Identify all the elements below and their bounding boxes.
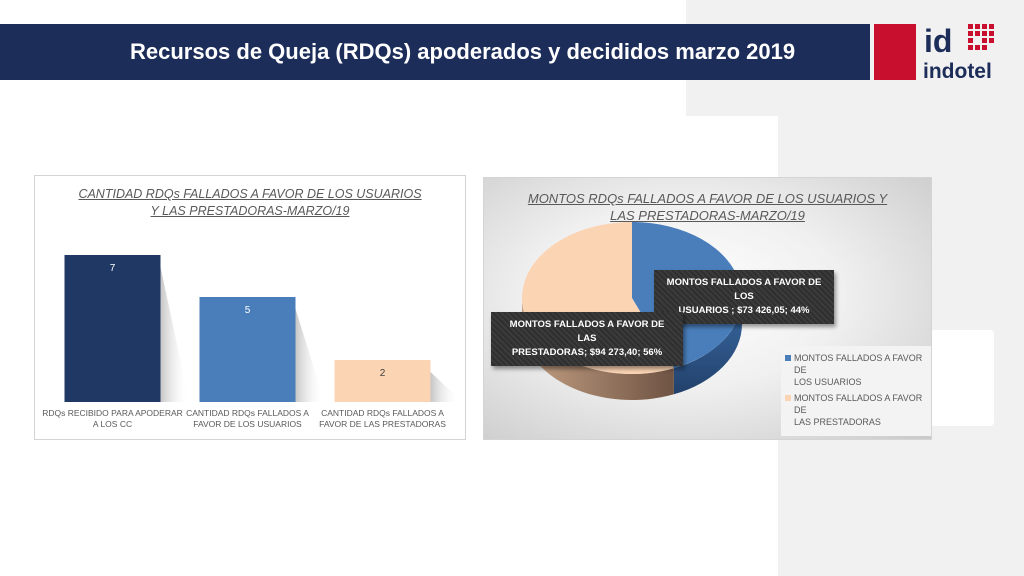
page-title: Recursos de Queja (RDQs) apoderados y de… [130,39,796,64]
bar-data-label: 7 [110,263,116,274]
logo-mark: id [924,23,952,59]
category-label: CANTIDAD RDQs FALLADOS A FAVOR DE LAS PRE… [319,408,446,429]
bar [199,297,296,402]
pie-data-label-line: MONTOS FALLADOS A FAVOR DE LOS [666,277,822,302]
pie-data-label-usuarios: MONTOS FALLADOS A FAVOR DE LOS USUARIOS … [654,270,834,324]
legend-label-line: LOS USUARIOS [794,377,862,387]
pie-chart-panel: MONTOS RDQs FALLADOS A FAVOR DE LOS USUA… [483,177,932,440]
bar-chart-title: CANTIDAD RDQs FALLADOS A FAVOR DE LOS US… [35,186,465,220]
bar-chart-title-line: Y LAS PRESTADORAS-MARZO/19 [150,204,350,218]
bar-shadow [295,309,324,402]
bar-data-label: 5 [245,305,251,316]
category-label-line: CANTIDAD RDQs FALLADOS A [321,408,444,418]
category-label-line: FAVOR DE LAS PRESTADORAS [319,419,446,429]
bar-shadow [160,267,189,402]
legend-item-prestadoras: MONTOS FALLADOS A FAVOR DE LAS PRESTADOR… [783,392,929,428]
legend-label-line: LAS PRESTADORAS [794,417,881,427]
indotel-logo: id indotel [923,23,994,82]
pie-slice-side [522,298,674,400]
category-label: CANTIDAD RDQs FALLADOS A FAVOR DE LOS USU… [186,408,309,429]
category-label: RDQs RECIBIDO PARA APODERAR A LOS CC [42,408,183,429]
bar [64,255,161,402]
logo-red-block [874,24,916,80]
header-bar [0,24,870,80]
pie-chart-title-line: LAS PRESTADORAS-MARZO/19 [610,208,805,223]
bar-shadow [430,372,459,402]
pie-data-label-prestadoras: MONTOS FALLADOS A FAVOR DE LAS PRESTADOR… [491,312,683,366]
legend-swatch-prestadoras [785,395,791,401]
category-label-line: CANTIDAD RDQs FALLADOS A [186,408,309,418]
legend-label-usuarios: MONTOS FALLADOS A FAVOR DE LOS USUARIOS [794,352,929,388]
bar-data-label: 2 [380,368,386,379]
legend-label-line: MONTOS FALLADOS A FAVOR DE [794,353,923,375]
bar-chart-title-line: CANTIDAD RDQs FALLADOS A FAVOR DE LOS US… [78,187,422,201]
legend-swatch-usuarios [785,355,791,361]
pie-chart-title-line: MONTOS RDQs FALLADOS A FAVOR DE LOS USUA… [527,191,888,206]
category-label-line: FAVOR DE LOS USUARIOS [193,419,302,429]
category-label-line: RDQs RECIBIDO PARA APODERAR [42,408,183,418]
pie-data-label-line: PRESTADORAS; $94 273,40; 56% [511,347,663,358]
pie-data-label-line: USUARIOS ; $73 426,05; 44% [678,305,810,316]
logo-text: indotel [923,60,992,82]
category-label-line: A LOS CC [93,419,132,429]
logo-grid-icon [968,24,994,50]
bar-chart-panel: CANTIDAD RDQs FALLADOS A FAVOR DE LOS US… [34,175,466,440]
pie-slice-side [673,298,742,395]
pie-legend: MONTOS FALLADOS A FAVOR DE LOS USUARIOS … [781,346,931,436]
bar-chart: 752 RDQs RECIBIDO PARA APODERAR A LOS CCC… [42,255,459,429]
legend-label-prestadoras: MONTOS FALLADOS A FAVOR DE LAS PRESTADOR… [794,392,929,428]
pie-data-label-line: MONTOS FALLADOS A FAVOR DE LAS [509,319,665,344]
legend-label-line: MONTOS FALLADOS A FAVOR DE [794,393,923,415]
background-block [930,330,994,426]
pie-chart-title: MONTOS RDQs FALLADOS A FAVOR DE LOS USUA… [484,190,931,224]
legend-item-usuarios: MONTOS FALLADOS A FAVOR DE LOS USUARIOS [783,352,929,388]
bar [334,360,431,402]
